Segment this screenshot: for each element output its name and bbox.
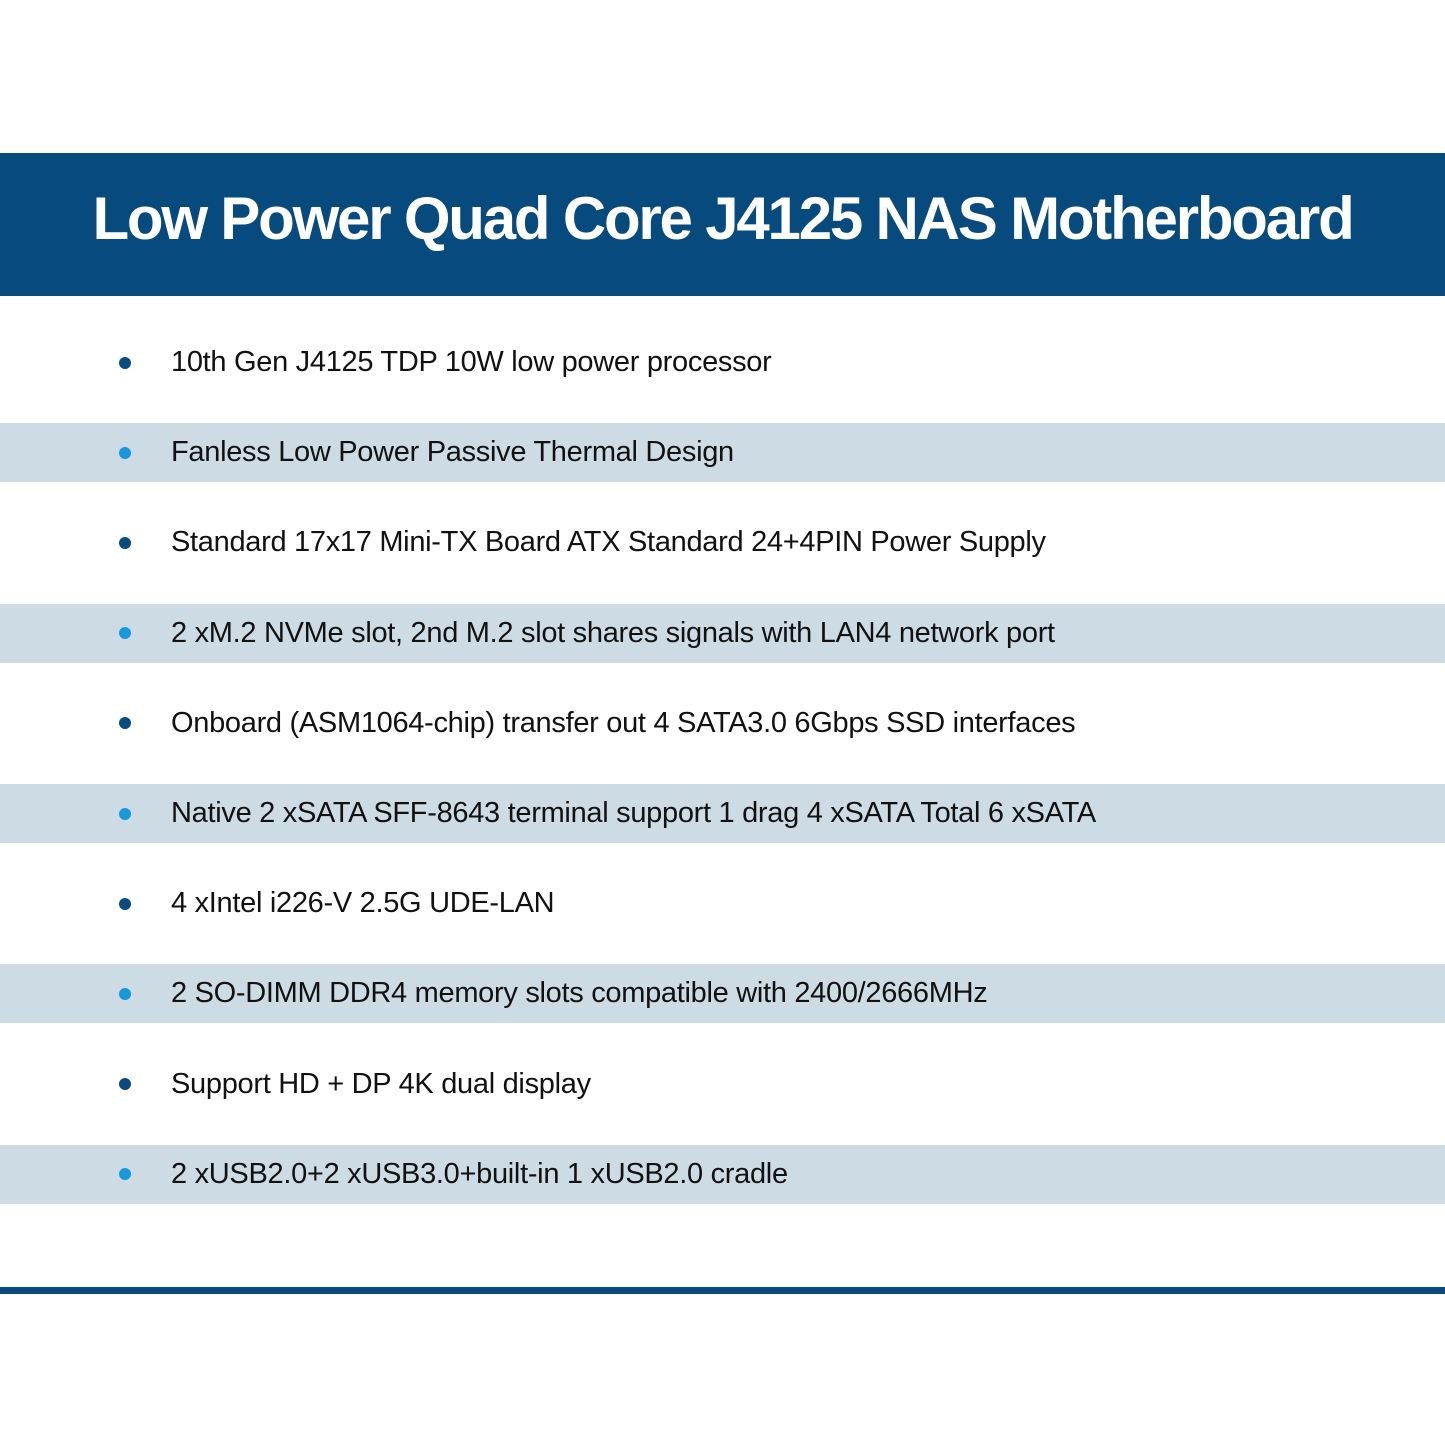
page-title: Low Power Quad Core J4125 NAS Motherboar… xyxy=(92,185,1354,252)
list-item: Native 2 xSATA SFF-8643 terminal support… xyxy=(0,784,1445,843)
feature-text: 2 SO-DIMM DDR4 memory slots compatible w… xyxy=(171,977,988,1010)
bullet-icon xyxy=(119,717,131,730)
feature-text: Fanless Low Power Passive Thermal Design xyxy=(171,436,734,469)
feature-text: Support HD + DP 4K dual display xyxy=(171,1067,591,1100)
feature-text: 2 xM.2 NVMe slot, 2nd M.2 slot shares si… xyxy=(171,616,1055,649)
feature-text: 4 xIntel i226-V 2.5G UDE-LAN xyxy=(171,887,555,920)
bullet-icon xyxy=(119,1078,131,1091)
feature-text: Standard 17x17 Mini-TX Board ATX Standar… xyxy=(171,526,1046,559)
bullet-icon xyxy=(119,536,131,549)
bullet-icon xyxy=(119,356,131,369)
bottom-divider xyxy=(0,1287,1445,1294)
bullet-icon xyxy=(119,446,131,459)
list-item: 4 xIntel i226-V 2.5G UDE-LAN xyxy=(0,874,1445,933)
list-item: Onboard (ASM1064-chip) transfer out 4 SA… xyxy=(0,694,1445,753)
list-item: 2 xM.2 NVMe slot, 2nd M.2 slot shares si… xyxy=(0,603,1445,663)
feature-text: Native 2 xSATA SFF-8643 terminal support… xyxy=(171,797,1096,829)
header-banner: Low Power Quad Core J4125 NAS Motherboar… xyxy=(0,153,1445,296)
bullet-icon xyxy=(119,627,131,640)
bullet-icon xyxy=(119,987,131,1000)
list-item: Standard 17x17 Mini-TX Board ATX Standar… xyxy=(0,513,1445,572)
feature-text: 10th Gen J4125 TDP 10W low power process… xyxy=(171,346,772,378)
list-item: 2 xUSB2.0+2 xUSB3.0+built-in 1 xUSB2.0 c… xyxy=(0,1144,1445,1204)
list-item: 2 SO-DIMM DDR4 memory slots compatible w… xyxy=(0,964,1445,1024)
bullet-icon xyxy=(119,1168,131,1181)
feature-text: 2 xUSB2.0+2 xUSB3.0+built-in 1 xUSB2.0 c… xyxy=(171,1157,788,1190)
feature-text: Onboard (ASM1064-chip) transfer out 4 SA… xyxy=(171,706,1076,739)
bullet-icon xyxy=(119,897,131,910)
list-item: Support HD + DP 4K dual display xyxy=(0,1055,1445,1114)
list-item: 10th Gen J4125 TDP 10W low power process… xyxy=(0,333,1445,392)
bullet-icon xyxy=(119,807,131,820)
list-item: Fanless Low Power Passive Thermal Design xyxy=(0,423,1445,483)
